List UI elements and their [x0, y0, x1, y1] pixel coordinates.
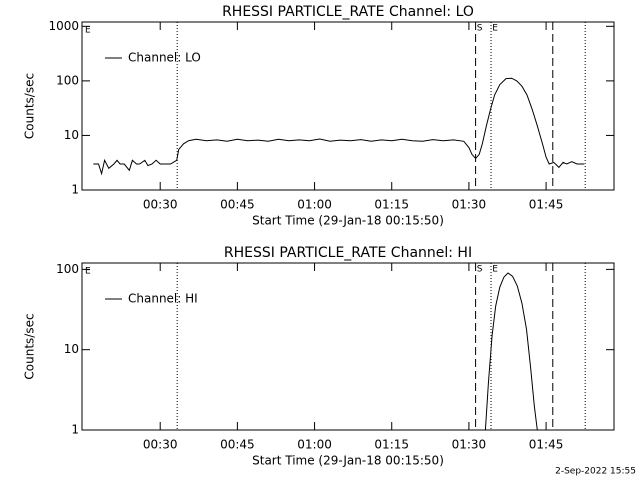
data-line	[484, 272, 538, 430]
marker-label: S	[477, 265, 483, 275]
legend-label: Channel: LO	[128, 51, 201, 65]
chart-title: RHESSI PARTICLE_RATE Channel: HI	[224, 245, 472, 261]
x-tick-label: 01:30	[452, 438, 487, 452]
marker-label: S	[477, 24, 483, 34]
x-tick-label: 01:15	[374, 198, 409, 212]
x-tick-label: 00:45	[220, 198, 255, 212]
x-tick-label: 00:30	[143, 198, 178, 212]
x-tick-label: 01:00	[297, 198, 332, 212]
y-tick-label: 1	[71, 423, 79, 437]
corner-label: E	[85, 26, 91, 36]
y-axis-label: Counts/sec	[23, 73, 37, 139]
marker-label: E	[492, 265, 498, 275]
corner-label: E	[85, 267, 91, 277]
data-line	[93, 77, 585, 176]
x-tick-label: 01:45	[529, 198, 564, 212]
x-tick-label: 00:45	[220, 438, 255, 452]
x-tick-label: 00:30	[143, 438, 178, 452]
x-tick-label: 01:15	[374, 438, 409, 452]
y-tick-label: 1000	[48, 19, 79, 33]
plot-frame	[81, 21, 615, 191]
plot-frame	[81, 262, 615, 431]
y-tick-label: 1	[71, 183, 79, 197]
x-tick-label: 01:45	[529, 438, 564, 452]
y-tick-label: 100	[56, 73, 79, 87]
marker-label: E	[492, 24, 498, 34]
x-tick-label: 01:00	[297, 438, 332, 452]
y-tick-label: 100	[56, 262, 79, 276]
legend-label: Channel: HI	[128, 292, 198, 306]
chart-title: RHESSI PARTICLE_RATE Channel: LO	[222, 4, 474, 20]
x-axis-label: Start Time (29-Jan-18 00:15:50)	[252, 454, 444, 468]
y-tick-label: 10	[64, 342, 79, 356]
footer-date: 2-Sep-2022 15:55	[555, 467, 636, 477]
x-axis-label: Start Time (29-Jan-18 00:15:50)	[252, 214, 444, 228]
y-axis-label: Counts/sec	[23, 313, 37, 379]
x-tick-label: 01:30	[452, 198, 487, 212]
y-tick-label: 10	[64, 128, 79, 142]
